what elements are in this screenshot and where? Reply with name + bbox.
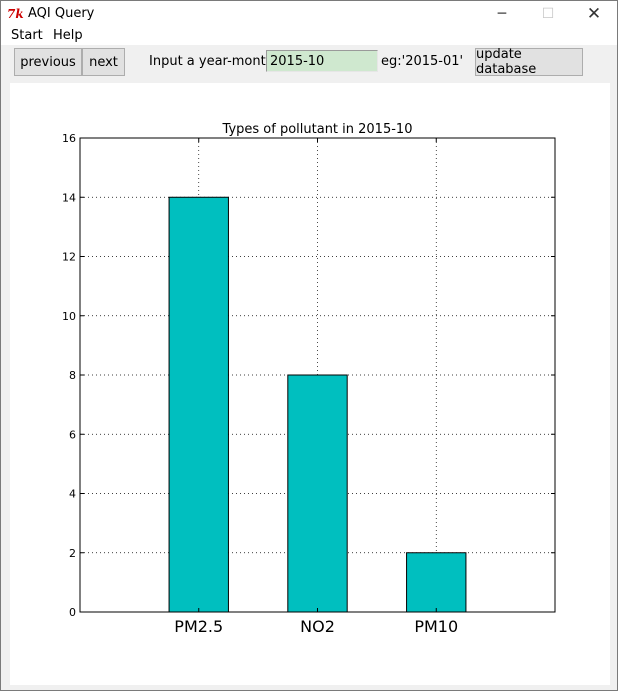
y-tick-label: 6 bbox=[69, 428, 76, 441]
y-tick-label: 0 bbox=[69, 606, 76, 619]
title-bar[interactable]: 7k AQI Query ─ ☐ ✕ bbox=[1, 1, 617, 27]
y-tick-label: 12 bbox=[62, 251, 76, 264]
menu-bar: Start Help bbox=[1, 27, 617, 45]
year-month-input[interactable] bbox=[266, 50, 378, 72]
toolbar: previous next Input a year-month: eg:'20… bbox=[1, 45, 617, 79]
y-tick-label: 2 bbox=[69, 547, 76, 560]
x-tick-label: NO2 bbox=[300, 617, 335, 636]
bar-pm10 bbox=[406, 552, 467, 613]
y-tick-label: 16 bbox=[62, 132, 76, 145]
window-title: AQI Query bbox=[28, 6, 95, 21]
chart-figure: 0 2 4 6 8 10 12 14 16 PM2.5 NO2 PM10 Types of pollu… bbox=[10, 83, 610, 685]
x-tick-label: PM10 bbox=[414, 617, 458, 636]
y-tick-label: 4 bbox=[69, 488, 76, 501]
previous-button[interactable]: previous bbox=[14, 48, 82, 76]
menu-help[interactable]: Help bbox=[53, 28, 83, 43]
bar-chart: 0 2 4 6 8 10 12 14 16 PM2.5 NO2 PM10 Types of pollu… bbox=[62, 122, 556, 636]
bar-no2 bbox=[287, 374, 348, 613]
close-button[interactable]: ✕ bbox=[586, 4, 602, 24]
y-tick-label: 14 bbox=[62, 191, 76, 204]
format-hint: eg:'2015-01' bbox=[381, 54, 464, 69]
bar-pm25 bbox=[168, 196, 229, 613]
y-tick-label: 8 bbox=[69, 369, 76, 382]
next-button[interactable]: next bbox=[82, 48, 125, 76]
menu-start[interactable]: Start bbox=[11, 28, 43, 43]
y-tick-label: 10 bbox=[62, 310, 76, 323]
chart-title: Types of pollutant in 2015-10 bbox=[222, 122, 413, 137]
maximize-button[interactable]: ☐ bbox=[541, 6, 555, 22]
year-month-label: Input a year-month: bbox=[149, 54, 279, 69]
update-database-button[interactable]: update database bbox=[475, 47, 583, 77]
tk-feather-icon: 7k bbox=[7, 7, 24, 21]
minimize-button[interactable]: ─ bbox=[497, 6, 507, 22]
x-tick-label: PM2.5 bbox=[174, 617, 223, 636]
